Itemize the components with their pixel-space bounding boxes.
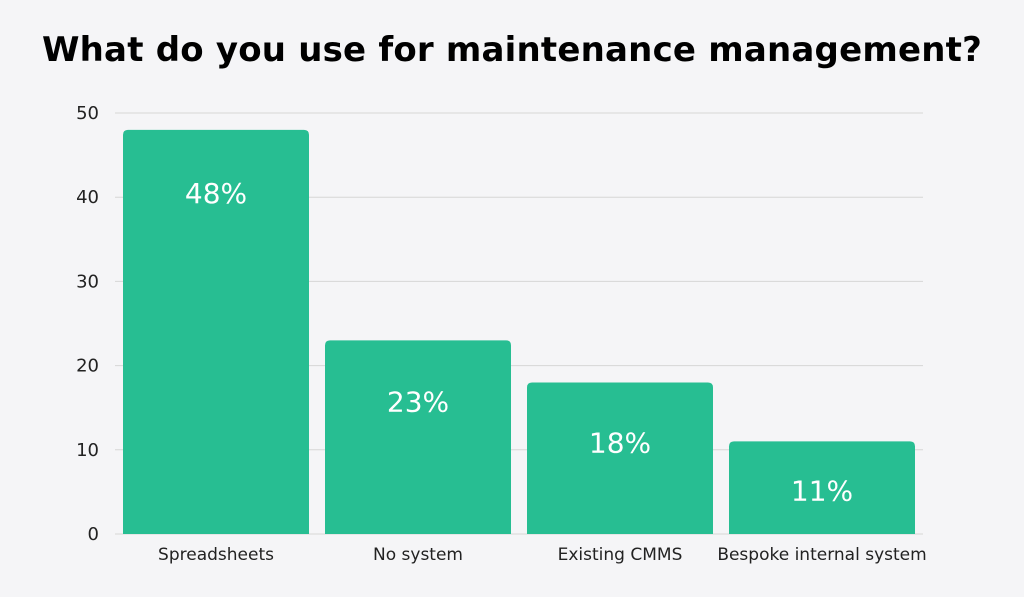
y-tick-label: 0 [88, 524, 99, 545]
bar-data-label: 23% [387, 385, 449, 418]
bar-existing-cmms [527, 382, 713, 534]
x-axis-categories: Spreadsheets No system Existing CMMS Bespok… [158, 545, 927, 565]
y-tick-label: 20 [76, 356, 99, 377]
chart-title: What do you use for maintenance manageme… [41, 30, 983, 70]
y-tick-label: 50 [76, 103, 99, 124]
y-tick-label: 40 [76, 187, 99, 208]
data-labels: 48% 23% 18% 11% [185, 177, 853, 508]
x-category-label: Bespoke internal system [717, 545, 926, 565]
x-category-label: Existing CMMS [558, 545, 683, 565]
bar-bespoke-internal-system [729, 441, 915, 534]
x-category-label: Spreadsheets [158, 545, 274, 565]
x-category-label: No system [373, 545, 463, 565]
bar-no-system [325, 340, 511, 534]
bar-data-label: 18% [589, 426, 651, 459]
bar-spreadsheets [123, 129, 309, 534]
y-tick-label: 30 [76, 271, 99, 292]
bars [123, 129, 915, 534]
y-tick-label: 10 [76, 440, 99, 461]
bar-data-label: 48% [185, 177, 247, 210]
y-axis-ticks: 0 10 20 30 40 50 [76, 103, 99, 545]
bar-data-label: 11% [791, 474, 853, 507]
